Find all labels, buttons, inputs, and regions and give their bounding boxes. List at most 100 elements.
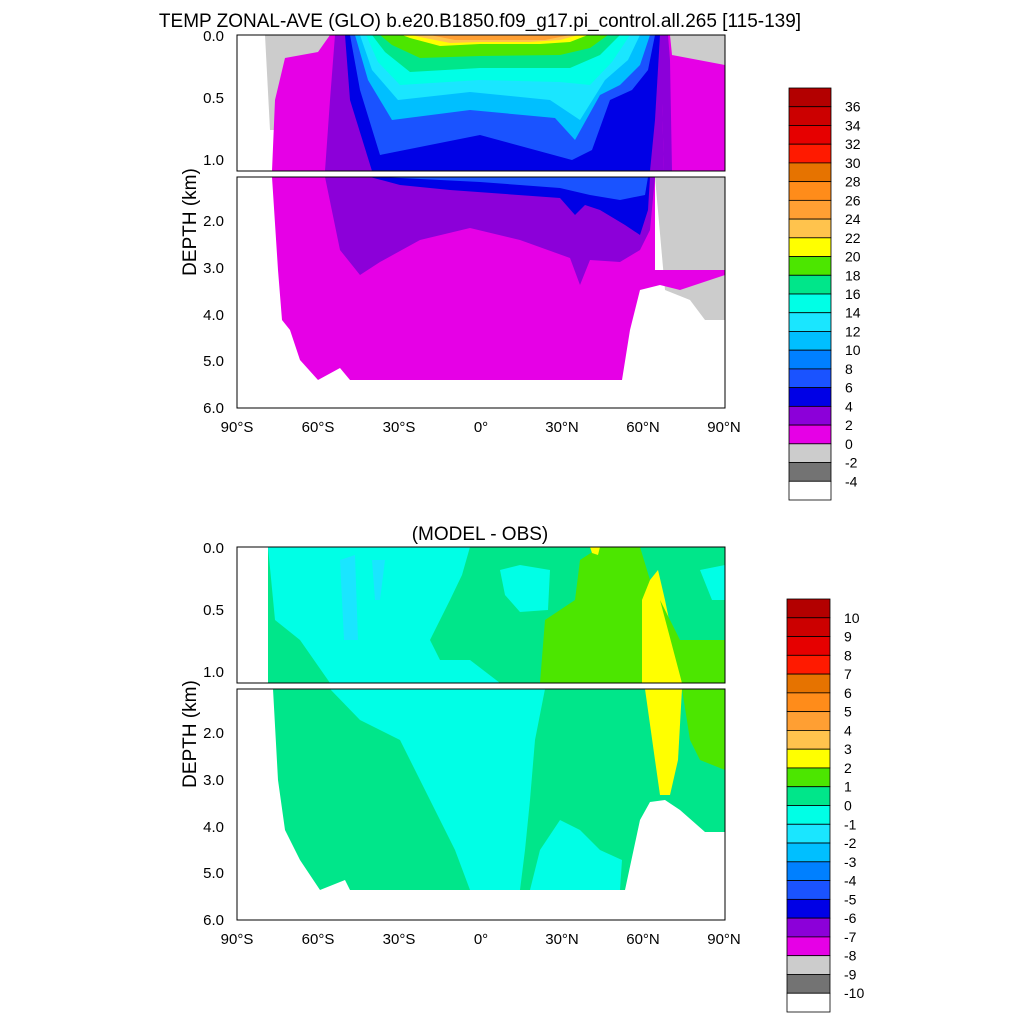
colorbar-label: 8: [844, 647, 852, 663]
colorbar-label: 3: [844, 741, 852, 757]
panel2-yticks: 0.0 0.5 1.0 2.0 3.0 4.0 5.0 6.0: [203, 540, 224, 929]
panel2-upper-cool2: [500, 565, 550, 612]
panel2-upper-frame: [236, 546, 726, 684]
colorbar-label: 16: [845, 286, 861, 302]
colorbar-swatch: [788, 405, 832, 426]
panel1-xtick-0: 90°S: [221, 419, 254, 436]
colorbar-swatch: [788, 87, 832, 108]
colorbar-swatch: [786, 955, 831, 975]
colorbar-label: 2: [845, 417, 853, 433]
panel2-xtick-0: 90°S: [221, 931, 254, 948]
panel2-ylabel: DEPTH (km): [180, 680, 201, 788]
panel1-title: TEMP ZONAL-AVE (GLO) b.e20.B1850.f09_g17…: [159, 11, 801, 32]
panel1-xtick-1: 60°S: [302, 419, 335, 436]
colorbar-swatch: [786, 711, 831, 731]
panel-difference: (MODEL - OBS) DEPTH (km): [180, 524, 864, 1013]
colorbar-label: 2: [844, 760, 852, 776]
panel2-xtick-5: 60°N: [626, 931, 660, 948]
colorbar-swatch: [788, 349, 832, 370]
colorbar-label: -2: [845, 455, 858, 471]
colorbar-swatch: [788, 256, 832, 276]
colorbar-swatch: [788, 218, 832, 239]
panel2-xtick-4: 30°N: [545, 931, 579, 948]
panel1-yticks: 0.0 0.5 1.0 2.0 3.0 4.0 5.0 6.0: [203, 28, 224, 417]
colorbar-label: -9: [844, 966, 857, 982]
panel2-lower-cool: [330, 689, 545, 890]
colorbar-swatch: [786, 654, 831, 675]
colorbar-swatch: [786, 823, 831, 844]
colorbar-swatch: [786, 730, 831, 750]
colorbar-swatch: [788, 462, 832, 482]
panel1-xticks: 90°S 60°S 30°S 0° 30°N 60°N 90°N: [221, 419, 741, 436]
colorbar-label: 18: [845, 267, 861, 283]
colorbar-swatch: [786, 673, 831, 694]
colorbar-swatch: [786, 880, 831, 900]
panel2-upper-cool1: [268, 547, 500, 683]
colorbar-swatch: [788, 424, 832, 445]
panel2-lower-field: [237, 689, 725, 920]
colorbar-label: 34: [845, 117, 861, 133]
panel1-ytick-6: 5.0: [203, 353, 224, 370]
colorbar-swatch: [788, 162, 832, 183]
colorbar-label: 0: [844, 798, 852, 814]
panel1-ytick-0: 0.0: [203, 28, 224, 45]
panel1-ytick-7: 6.0: [203, 400, 224, 417]
panel1-ytick-5: 4.0: [203, 307, 224, 324]
panel2-ytick-5: 4.0: [203, 819, 224, 836]
panel2-xtick-3: 0°: [474, 931, 488, 948]
panel1-ytick-4: 3.0: [203, 260, 224, 277]
colorbar-swatch: [788, 368, 832, 389]
panel2-xtick-2: 30°S: [383, 931, 416, 948]
colorbar-label: -8: [844, 948, 857, 964]
colorbar-label: -2: [844, 835, 857, 851]
colorbar-swatch: [786, 748, 831, 769]
colorbar-swatch: [786, 917, 831, 938]
panel2-upper-cool3: [340, 555, 358, 640]
colorbar-label: 10: [844, 610, 860, 626]
colorbar-label: 20: [845, 249, 861, 265]
colorbar-label: 30: [845, 155, 861, 171]
panel1-topo-north: [660, 35, 672, 171]
colorbar-swatch: [786, 598, 831, 619]
panel1-band-24-28: [430, 35, 570, 40]
colorbar-swatch: [786, 936, 831, 957]
colorbar-swatch: [788, 143, 832, 164]
panel2-lower-warm: [682, 689, 725, 770]
panel2-lower-yellow: [645, 689, 682, 795]
colorbar-label: 6: [844, 685, 852, 701]
panel1-upper-frame: [236, 34, 726, 172]
colorbar-label: 14: [845, 305, 861, 321]
colorbar-swatch: [788, 443, 832, 463]
colorbar-label: 1: [844, 779, 852, 795]
panel2-title: (MODEL - OBS): [412, 524, 549, 545]
colorbar-swatch: [786, 617, 831, 637]
colorbar-label: -3: [844, 854, 857, 870]
colorbar-swatch: [786, 805, 831, 825]
colorbar-label: 24: [845, 211, 861, 227]
panel1-xtick-6: 90°N: [707, 419, 741, 436]
colorbar-label: -1: [844, 816, 857, 832]
panel2-upper-yellow: [642, 570, 682, 683]
panel2-ytick-6: 5.0: [203, 865, 224, 882]
colorbar-label: -4: [844, 873, 857, 889]
colorbar-label: 28: [845, 174, 861, 190]
colorbar-label: -10: [844, 985, 864, 1001]
colorbar-label: -4: [845, 473, 858, 489]
panel2-ytick-7: 6.0: [203, 912, 224, 929]
colorbar-swatch: [786, 842, 831, 863]
panel2-upper-spot: [590, 547, 600, 555]
panel2-upper-field: [237, 547, 725, 683]
colorbar-label: 4: [845, 398, 853, 414]
colorbar-swatch: [788, 199, 832, 220]
panel2-ytick-1: 0.5: [203, 602, 224, 619]
colorbar-label: 0: [845, 436, 853, 452]
colorbar-label: 5: [844, 704, 852, 720]
panel1-ytick-2: 1.0: [203, 152, 224, 169]
colorbar-swatch: [788, 274, 832, 295]
panel1-xtick-2: 30°S: [383, 419, 416, 436]
panel2-lower-frame: [236, 688, 726, 921]
colorbar-swatch: [786, 767, 831, 788]
panel2-ytick-2: 1.0: [203, 664, 224, 681]
